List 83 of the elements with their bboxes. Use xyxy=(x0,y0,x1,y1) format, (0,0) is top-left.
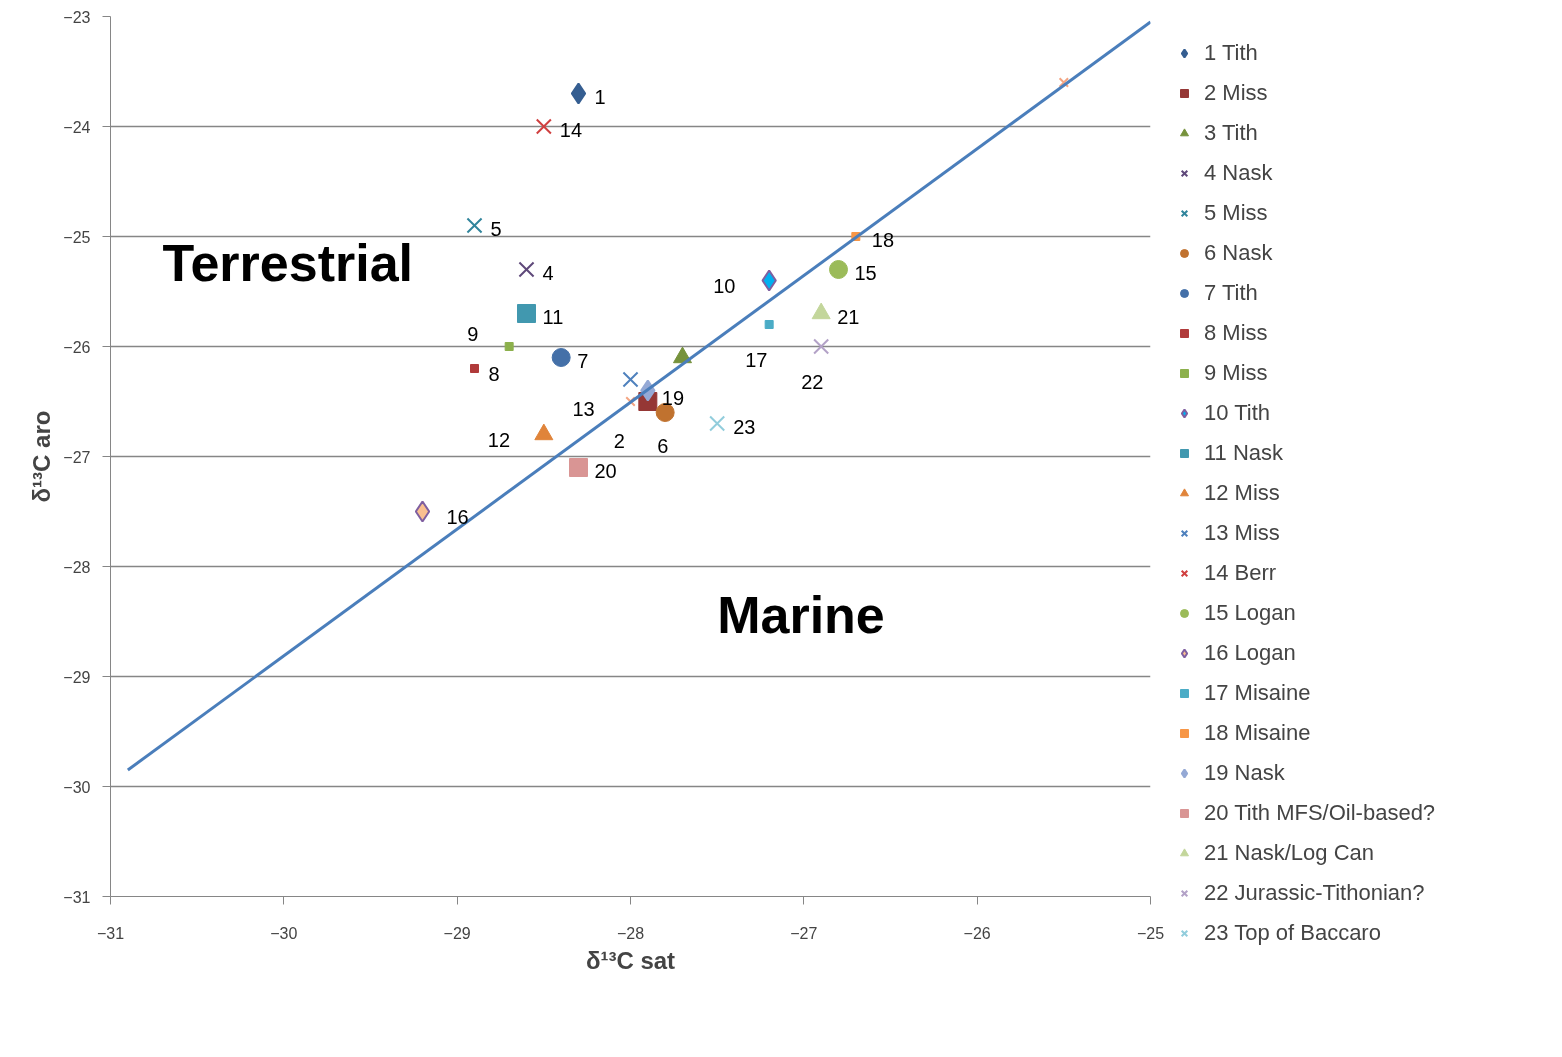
point xyxy=(466,217,483,234)
annotation: 2 xyxy=(613,429,625,452)
x-axis-title: δ¹³C sat xyxy=(585,946,676,974)
point xyxy=(414,500,431,523)
legend-label: 20 Tith MFS/Oil-based? xyxy=(1204,800,1436,826)
point xyxy=(655,403,675,422)
legend-label: 21 Nask/Log Can xyxy=(1204,840,1374,866)
annotation: 17 xyxy=(745,348,768,371)
annotation: 16 xyxy=(446,505,469,528)
point xyxy=(535,118,552,135)
point xyxy=(829,260,848,279)
legend-label: 13 Miss xyxy=(1204,520,1280,546)
point xyxy=(517,304,536,323)
x-tick-label: −27 xyxy=(790,924,818,942)
annotation: 7 xyxy=(577,349,589,372)
legend-label: 11 Nask xyxy=(1204,440,1284,466)
legend-label: 7 Tith xyxy=(1204,280,1258,306)
point xyxy=(1058,77,1070,88)
x-tick-label: −25 xyxy=(1136,924,1165,942)
legend-label: 18 Misaine xyxy=(1204,720,1311,746)
annotation: 5 xyxy=(490,217,502,240)
annotation: Marine xyxy=(717,585,885,644)
point xyxy=(764,320,774,329)
legend-label: 23 Top of Baccaro xyxy=(1204,920,1381,946)
annotation: 8 xyxy=(488,362,500,385)
y-tick-label: −29 xyxy=(63,668,91,686)
legend-label: 6 Nask xyxy=(1204,240,1273,266)
annotation: 11 xyxy=(542,305,564,328)
annotation: 9 xyxy=(467,322,479,345)
point xyxy=(625,396,636,407)
annotation: 13 xyxy=(572,397,595,420)
legend-label: 15 Logan xyxy=(1204,600,1296,626)
point xyxy=(518,261,535,278)
annotation: 15 xyxy=(854,261,877,284)
legend-label: 5 Miss xyxy=(1204,200,1268,226)
legend-label: 19 Nask xyxy=(1204,760,1285,786)
point xyxy=(470,364,479,373)
legend-label: 1 Tith xyxy=(1204,40,1258,66)
x-tick-label: −30 xyxy=(270,924,298,942)
y-tick-label: −27 xyxy=(63,448,91,466)
annotation: 6 xyxy=(657,434,669,457)
annotation: 22 xyxy=(801,370,824,393)
annotation: 23 xyxy=(733,415,756,438)
annotation: 12 xyxy=(487,428,511,451)
y-tick-label: −23 xyxy=(63,8,91,26)
legend-label: 16 Logan xyxy=(1204,640,1296,666)
legend-label: 9 Miss xyxy=(1204,360,1268,386)
annotation: 18 xyxy=(871,228,895,251)
point xyxy=(813,338,830,355)
annotation: 20 xyxy=(594,459,617,482)
annotation: 4 xyxy=(542,261,554,284)
y-tick-label: −24 xyxy=(63,118,91,136)
legend-label: 2 Miss xyxy=(1204,80,1268,106)
x-tick-label: −29 xyxy=(443,924,471,942)
legend-label: 3 Tith xyxy=(1204,120,1258,146)
legend-label: 12 Miss xyxy=(1204,480,1280,506)
annotation: 21 xyxy=(837,305,860,328)
legend-label: 22 Jurassic-Tithonian? xyxy=(1204,880,1425,906)
point xyxy=(622,371,639,388)
point xyxy=(569,458,588,477)
y-tick-label: −26 xyxy=(63,338,91,356)
point xyxy=(504,342,514,351)
y-tick-label: −25 xyxy=(63,228,91,246)
annotation: 19 xyxy=(661,386,685,409)
legend-label: 14 Berr xyxy=(1204,560,1277,586)
legend-label: 4 Nask xyxy=(1204,160,1273,186)
annotation: 10 xyxy=(713,274,736,297)
point xyxy=(709,415,726,432)
point xyxy=(570,82,587,105)
annotation: Terrestrial xyxy=(162,233,414,292)
legend-label: 17 Misaine xyxy=(1204,680,1311,706)
y-tick-label: −30 xyxy=(63,778,91,796)
point xyxy=(551,348,571,367)
x-tick-label: −28 xyxy=(616,924,645,942)
y-axis-title: δ¹³C aro xyxy=(28,410,56,503)
annotation: 1 xyxy=(594,85,606,108)
legend-label: 10 Tith xyxy=(1204,400,1271,426)
x-tick-label: −26 xyxy=(963,924,991,942)
y-tick-label: −28 xyxy=(63,558,91,576)
annotation: 14 xyxy=(559,118,583,141)
legend-label: 8 Miss xyxy=(1204,320,1268,346)
y-tick-label: −31 xyxy=(63,888,91,906)
x-tick-label: −31 xyxy=(96,924,125,942)
